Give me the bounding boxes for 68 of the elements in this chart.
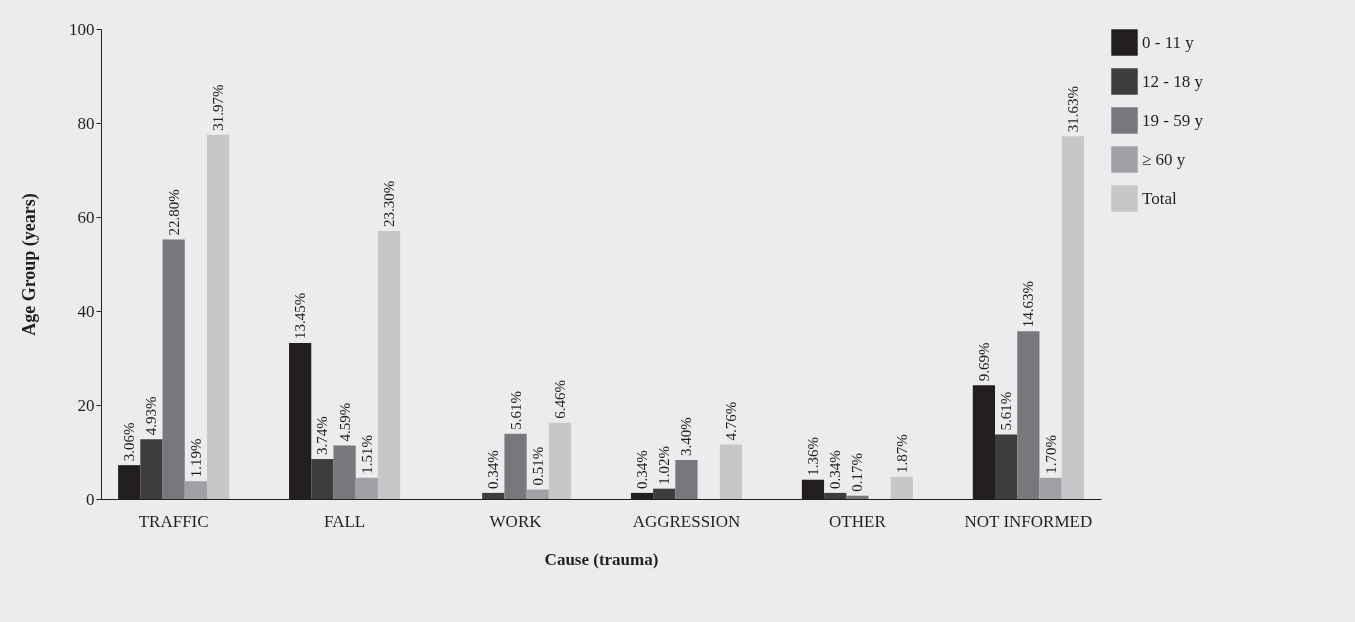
bar [482, 492, 505, 499]
legend-label: ≥ 60 y [1142, 149, 1186, 169]
x-axis-title: Cause (trauma) [544, 549, 659, 569]
y-tick-label: 40 [77, 301, 95, 321]
annotation: 1.51% [358, 435, 375, 474]
annotation: 31.97% [210, 84, 227, 131]
annotation: 3.06% [121, 422, 138, 462]
bar [140, 439, 163, 499]
bar [846, 495, 869, 499]
annotation: 0.34% [485, 450, 502, 489]
y-tick-label: 80 [77, 113, 95, 133]
annotation: 1.02% [656, 445, 673, 485]
annotation: 1.70% [1042, 435, 1059, 474]
annotation: 0.34% [827, 450, 844, 489]
bar [377, 231, 401, 499]
x-tick-label: WORK [489, 511, 543, 531]
legend-label: 19 - 59 y [1142, 110, 1204, 130]
bar [333, 445, 356, 499]
bar [675, 459, 698, 499]
bar [1061, 136, 1084, 499]
bar [890, 476, 913, 499]
annotation: 3.74% [314, 416, 331, 456]
y-tick-label: 100 [69, 19, 95, 39]
annotation: 14.63% [1020, 280, 1037, 328]
annotation: 4.59% [336, 402, 353, 442]
y-tick-label: 20 [77, 395, 95, 415]
annotation: 0.51% [529, 446, 546, 486]
annotation: 9.69% [975, 342, 992, 382]
annotation: 0.34% [634, 450, 651, 489]
annotation: 1.87% [893, 434, 910, 473]
bar [206, 134, 230, 499]
y-tick-label: 60 [77, 207, 95, 227]
annotation: 22.80% [165, 189, 182, 236]
x-tick-label: NOT INFORMED [964, 511, 1093, 531]
legend-label: Total [1142, 188, 1177, 208]
x-tick-label: FALL [323, 511, 366, 531]
annotation: 3.40% [678, 417, 695, 456]
bar [653, 488, 676, 499]
annotation: 13.45% [292, 292, 309, 339]
annotation: 1.36% [804, 436, 821, 476]
bar [184, 481, 207, 499]
bar [1039, 477, 1062, 499]
annotation: 4.93% [143, 396, 160, 436]
annotation: 6.46% [551, 380, 568, 419]
bar [355, 477, 378, 499]
bar [1017, 331, 1040, 499]
bar [162, 239, 185, 499]
legend-label: 12 - 18 y [1142, 71, 1204, 91]
x-tick-label: TRAFFIC [138, 511, 209, 531]
annotation: 23.30% [381, 180, 398, 228]
annotation: 31.63% [1064, 85, 1081, 133]
bar [526, 489, 549, 499]
bar [719, 444, 743, 499]
bar [995, 434, 1018, 499]
annotation: 1.19% [187, 438, 204, 478]
y-tick-label: 0 [86, 489, 95, 509]
annotation: 0.17% [849, 452, 866, 492]
annotation: 5.61% [507, 390, 524, 430]
bar [548, 422, 572, 499]
bar [311, 459, 334, 499]
x-tick-label: OTHER [829, 511, 887, 531]
annotation: 5.61% [998, 391, 1015, 431]
bar [824, 492, 847, 499]
y-axis-title: Age Group (years) [19, 193, 40, 336]
x-tick-label: AGGRESSION [632, 511, 741, 531]
annotation: 4.76% [722, 401, 739, 441]
legend-label: 0 - 11 y [1142, 32, 1195, 52]
bar [504, 433, 527, 499]
